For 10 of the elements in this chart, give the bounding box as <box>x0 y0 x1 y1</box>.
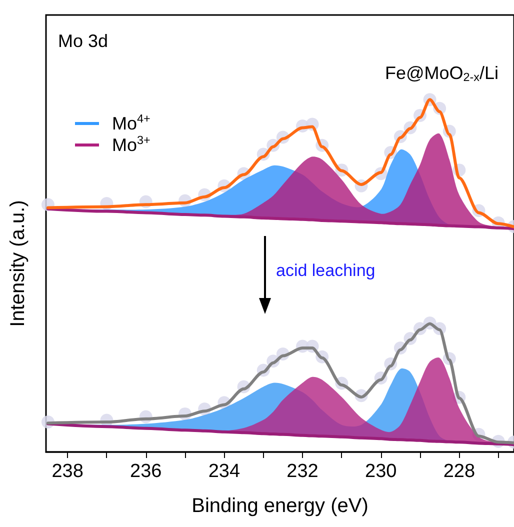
x-tick-label: 238 <box>52 461 84 482</box>
x-tick-label: 228 <box>443 461 476 482</box>
x-tick-label: 234 <box>208 461 240 482</box>
x-tick-label: 230 <box>364 461 397 482</box>
y-axis-title: Intensity (a.u.) <box>7 200 29 327</box>
text: Mo 3d <box>58 31 108 51</box>
x-axis-title: Binding energy (eV) <box>192 495 368 517</box>
x-tick-label: 232 <box>286 461 318 482</box>
annotation: acid leaching <box>276 261 376 280</box>
x-tick-label: 236 <box>130 461 162 482</box>
